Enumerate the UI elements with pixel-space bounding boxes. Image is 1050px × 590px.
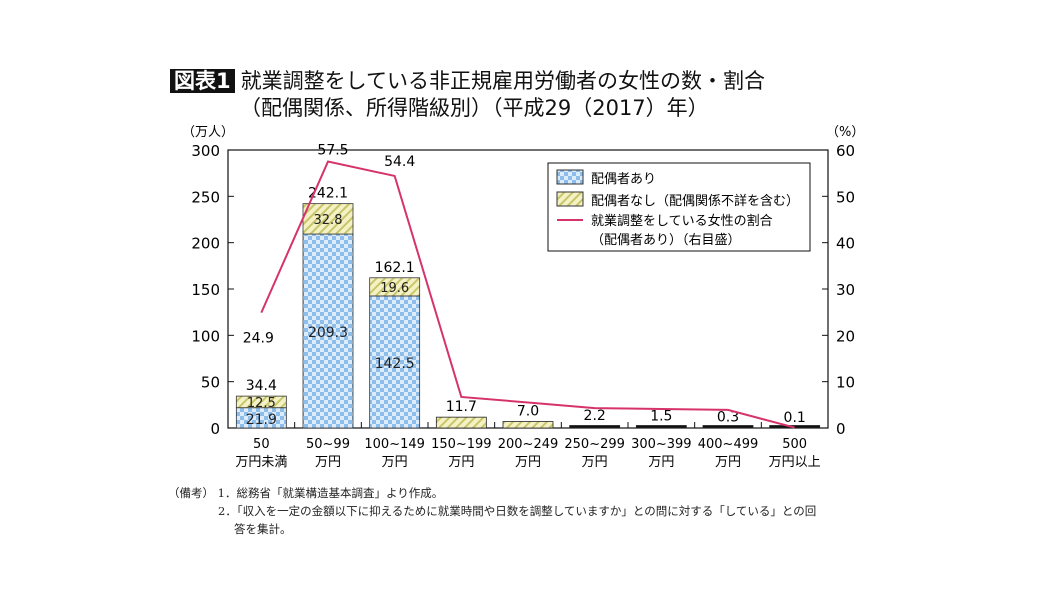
right-tick-label: 30	[836, 281, 855, 299]
legend-box	[547, 162, 811, 252]
x-tick-label-unit: 万円未満	[235, 455, 287, 470]
right-tick-label: 40	[836, 235, 855, 253]
x-tick-label: 150~199	[431, 437, 492, 452]
right-tick-label: 20	[836, 327, 855, 345]
title-line-1: 就業調整をしている非正規雇用労働者の女性の数・割合	[240, 69, 765, 93]
bar-total	[702, 425, 754, 429]
bar-total-label: 162.1	[375, 260, 415, 276]
bar-total-label: 0.1	[784, 410, 806, 426]
x-tick-label-unit: 万円	[315, 455, 341, 470]
note-1: 1．総務省「就業構造基本調査」より作成。	[217, 486, 444, 500]
title-line-2: （配偶関係、所得階級別）（平成29（2017）年）	[240, 96, 709, 120]
right-tick-label: 10	[836, 374, 855, 392]
left-tick-label: 0	[210, 420, 220, 438]
legend-label: 就業調整をしている女性の割合	[591, 213, 773, 229]
x-tick-label-unit: 万円以上	[769, 455, 821, 470]
left-tick-label: 300	[191, 142, 220, 160]
x-tick-label: 50	[253, 437, 270, 452]
bar-spouse	[369, 295, 421, 429]
left-tick-label: 100	[191, 327, 220, 345]
left-tick-label: 150	[191, 281, 220, 299]
x-tick-label-unit: 万円	[582, 455, 608, 470]
bar-spouse	[302, 233, 354, 429]
x-tick-label-unit: 万円	[648, 455, 674, 470]
right-tick-label: 50	[836, 188, 855, 206]
note-2: 2．「収入を一定の金額以下に抑えるために就業時間や日数を調整していますか」との問…	[218, 504, 817, 518]
legend-label: 配偶者あり	[591, 172, 656, 187]
bar-value-label: 142.5	[375, 356, 415, 372]
x-tick-label: 400~499	[698, 437, 759, 452]
notes: （備考） 1．総務省「就業構造基本調査」より作成。 2．「収入を一定の金額以下に…	[168, 484, 816, 538]
right-tick-label: 60	[836, 142, 855, 160]
x-tick-label-unit: 万円	[382, 455, 408, 470]
bar-total-label: 7.0	[517, 404, 539, 420]
note-2-cont: 答を集計。	[234, 522, 292, 536]
ratio-label: 24.9	[243, 331, 274, 347]
bar-total-label: 1.5	[650, 409, 672, 425]
chart-title: 図表1 就業調整をしている非正規雇用労働者の女性の数・割合 （配偶関係、所得階級別…	[170, 68, 765, 122]
bar-total	[435, 416, 487, 429]
legend-label: （配偶者あり）（右目盛）	[591, 233, 741, 248]
bar-total-label: 0.3	[717, 410, 739, 426]
x-tick-label-unit: 万円	[715, 455, 741, 470]
left-tick-label: 200	[191, 235, 220, 253]
notes-label: （備考）	[168, 486, 214, 500]
x-tick-label: 250~299	[564, 437, 625, 452]
right-tick-label: 0	[836, 420, 846, 438]
x-tick-label: 500	[782, 437, 807, 452]
figure-badge: 図表1	[170, 69, 235, 93]
bar-total-label: 34.4	[246, 378, 277, 394]
legend-label: 配偶者なし（配偶関係不詳を含む）	[591, 193, 799, 209]
bar-value-label: 32.8	[314, 213, 343, 228]
bar-total	[502, 421, 554, 429]
bar-value-label: 12.5	[247, 396, 276, 411]
x-tick-label-unit: 万円	[448, 455, 474, 470]
ratio-label: 54.4	[384, 154, 415, 170]
bar-total-label: 2.2	[584, 408, 606, 424]
bar-total-label: 242.1	[308, 186, 348, 202]
bar-no-spouse	[235, 395, 287, 409]
x-tick-label: 100~149	[364, 437, 425, 452]
left-axis-unit: （万人）	[182, 125, 234, 140]
bar-no-spouse	[369, 277, 421, 297]
bar-no-spouse	[302, 203, 354, 235]
bar-total-label: 11.7	[446, 399, 477, 415]
right-axis-unit: （%）	[826, 125, 864, 140]
bar-value-label: 209.3	[308, 325, 348, 341]
bar-value-label: 19.6	[380, 281, 409, 296]
x-tick-label: 300~399	[631, 437, 692, 452]
x-tick-label: 200~249	[498, 437, 559, 452]
legend-swatch-spouse	[556, 169, 584, 185]
bar-total	[635, 425, 687, 429]
bar-total	[569, 425, 621, 429]
x-tick-label-unit: 万円	[515, 455, 541, 470]
ratio-label: 57.5	[317, 143, 348, 159]
x-tick-label: 50~99	[306, 437, 350, 452]
bar-value-label: 21.9	[246, 412, 277, 428]
legend-swatch-no-spouse	[556, 191, 584, 207]
left-tick-label: 250	[191, 188, 220, 206]
left-tick-label: 50	[201, 374, 220, 392]
